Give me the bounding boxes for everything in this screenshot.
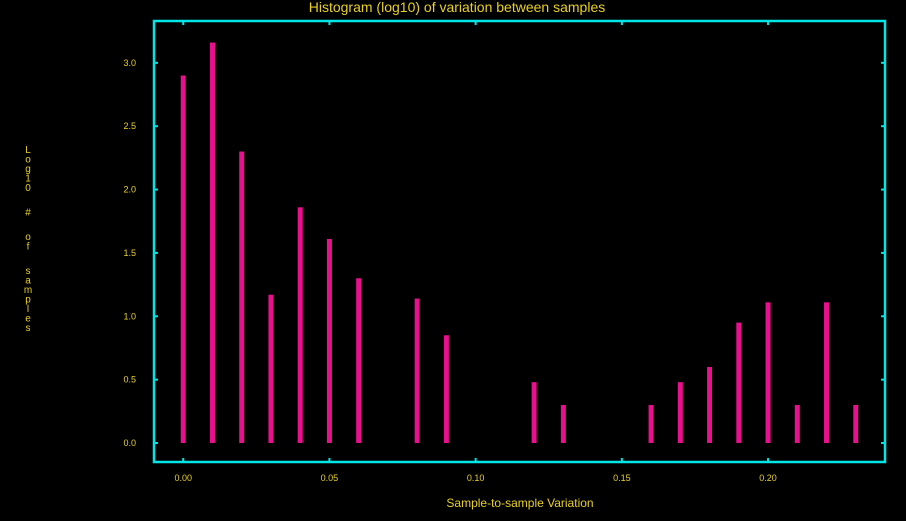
y-axis-label-char: g [25, 164, 31, 175]
y-tick-label: 0.5 [123, 375, 136, 385]
y-tick-labels: 0.0 0.5 1.0 1.5 2.0 2.5 3.0 [123, 58, 136, 448]
y-axis-label-char: o [25, 232, 31, 243]
plot-frame [152, 19, 887, 464]
bar [326, 238, 332, 443]
bar [356, 278, 362, 443]
bar [443, 335, 449, 443]
bar [209, 42, 215, 443]
bar [677, 382, 683, 443]
bar [794, 404, 800, 443]
chart-title: Histogram (log10) of variation between s… [309, 0, 605, 15]
bar [239, 151, 245, 443]
x-tick-labels: 0.00 0.05 0.10 0.15 0.20 [174, 473, 776, 483]
axis-ticks [154, 21, 885, 462]
x-tick-label: 0.20 [759, 473, 777, 483]
bar [853, 404, 859, 443]
bar [531, 382, 537, 443]
y-axis-label-char: 0 [25, 183, 31, 194]
y-tick-label: 2.5 [123, 121, 136, 131]
bar [707, 366, 713, 443]
y-axis-label-char: s [26, 266, 31, 277]
y-axis-label-char: s [26, 323, 31, 334]
bar [648, 404, 654, 443]
y-axis-label-char: # [25, 208, 31, 219]
bars [180, 42, 859, 443]
bar [560, 404, 566, 443]
y-axis-label-char: f [27, 242, 30, 253]
y-axis-label-char: m [24, 285, 32, 296]
x-tick-label: 0.00 [174, 473, 192, 483]
y-axis-label-char: o [25, 155, 31, 166]
x-tick-label: 0.10 [467, 473, 485, 483]
y-axis-label-char: 1 [25, 174, 31, 185]
x-tick-label: 0.05 [321, 473, 339, 483]
bar [268, 294, 274, 443]
y-tick-label: 3.0 [123, 58, 136, 68]
bar [180, 75, 186, 443]
y-axis-label-char: p [25, 295, 31, 306]
y-axis-label-char: l [27, 304, 29, 315]
y-tick-label: 1.5 [123, 248, 136, 258]
x-axis-label: Sample-to-sample Variation [446, 496, 593, 510]
bar [736, 322, 742, 443]
bar [414, 298, 420, 443]
y-tick-label: 2.0 [123, 185, 136, 195]
y-axis-label-char: L [25, 145, 31, 156]
bar [824, 302, 830, 443]
y-tick-label: 1.0 [123, 311, 136, 321]
y-axis-label-char: a [25, 276, 31, 287]
bar [765, 302, 771, 443]
y-tick-label: 0.0 [123, 438, 136, 448]
bar [297, 207, 303, 443]
y-axis-label-char: e [25, 314, 31, 325]
x-tick-label: 0.15 [613, 473, 631, 483]
